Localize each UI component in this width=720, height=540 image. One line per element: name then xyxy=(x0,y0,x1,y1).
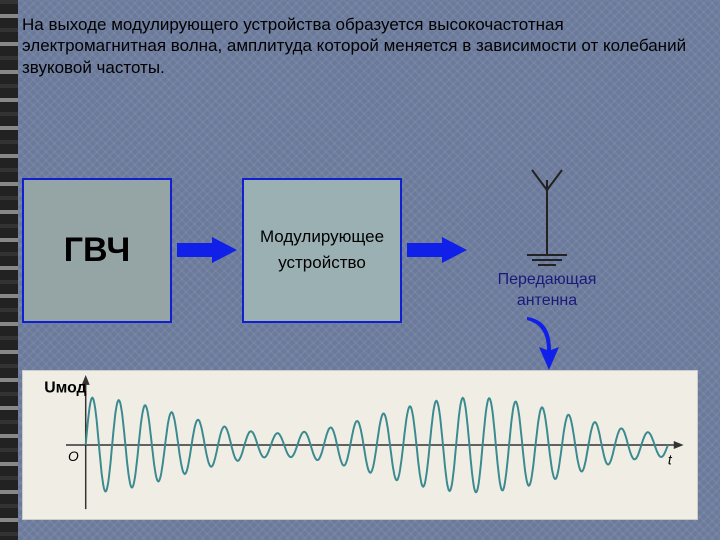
gvch-block: ГВЧ xyxy=(22,178,172,323)
block-diagram: ГВЧ Модулирующее устройство Передающая а… xyxy=(22,160,698,340)
modulator-line2: устройство xyxy=(278,253,366,273)
svg-text:t: t xyxy=(668,452,673,468)
antenna-label: Передающая антенна xyxy=(498,270,597,312)
antenna-icon xyxy=(497,160,597,270)
svg-text:Uмод: Uмод xyxy=(44,380,86,397)
gvch-label: ГВЧ xyxy=(64,231,130,270)
waveform-chart: Uмод Ot xyxy=(22,370,698,520)
arrow-1 xyxy=(172,235,242,265)
modulator-block: Модулирующее устройство xyxy=(242,178,402,323)
antenna-block: Передающая антенна xyxy=(472,160,622,340)
modulator-line1: Модулирующее xyxy=(260,227,384,247)
description-text: На выходе модулирующего устройства образ… xyxy=(22,14,698,78)
arrow-2 xyxy=(402,235,472,265)
svg-text:O: O xyxy=(68,448,79,464)
notebook-binding xyxy=(0,0,18,540)
waveform-svg: Uмод Ot xyxy=(23,371,697,519)
arrow-down-icon xyxy=(517,315,567,375)
